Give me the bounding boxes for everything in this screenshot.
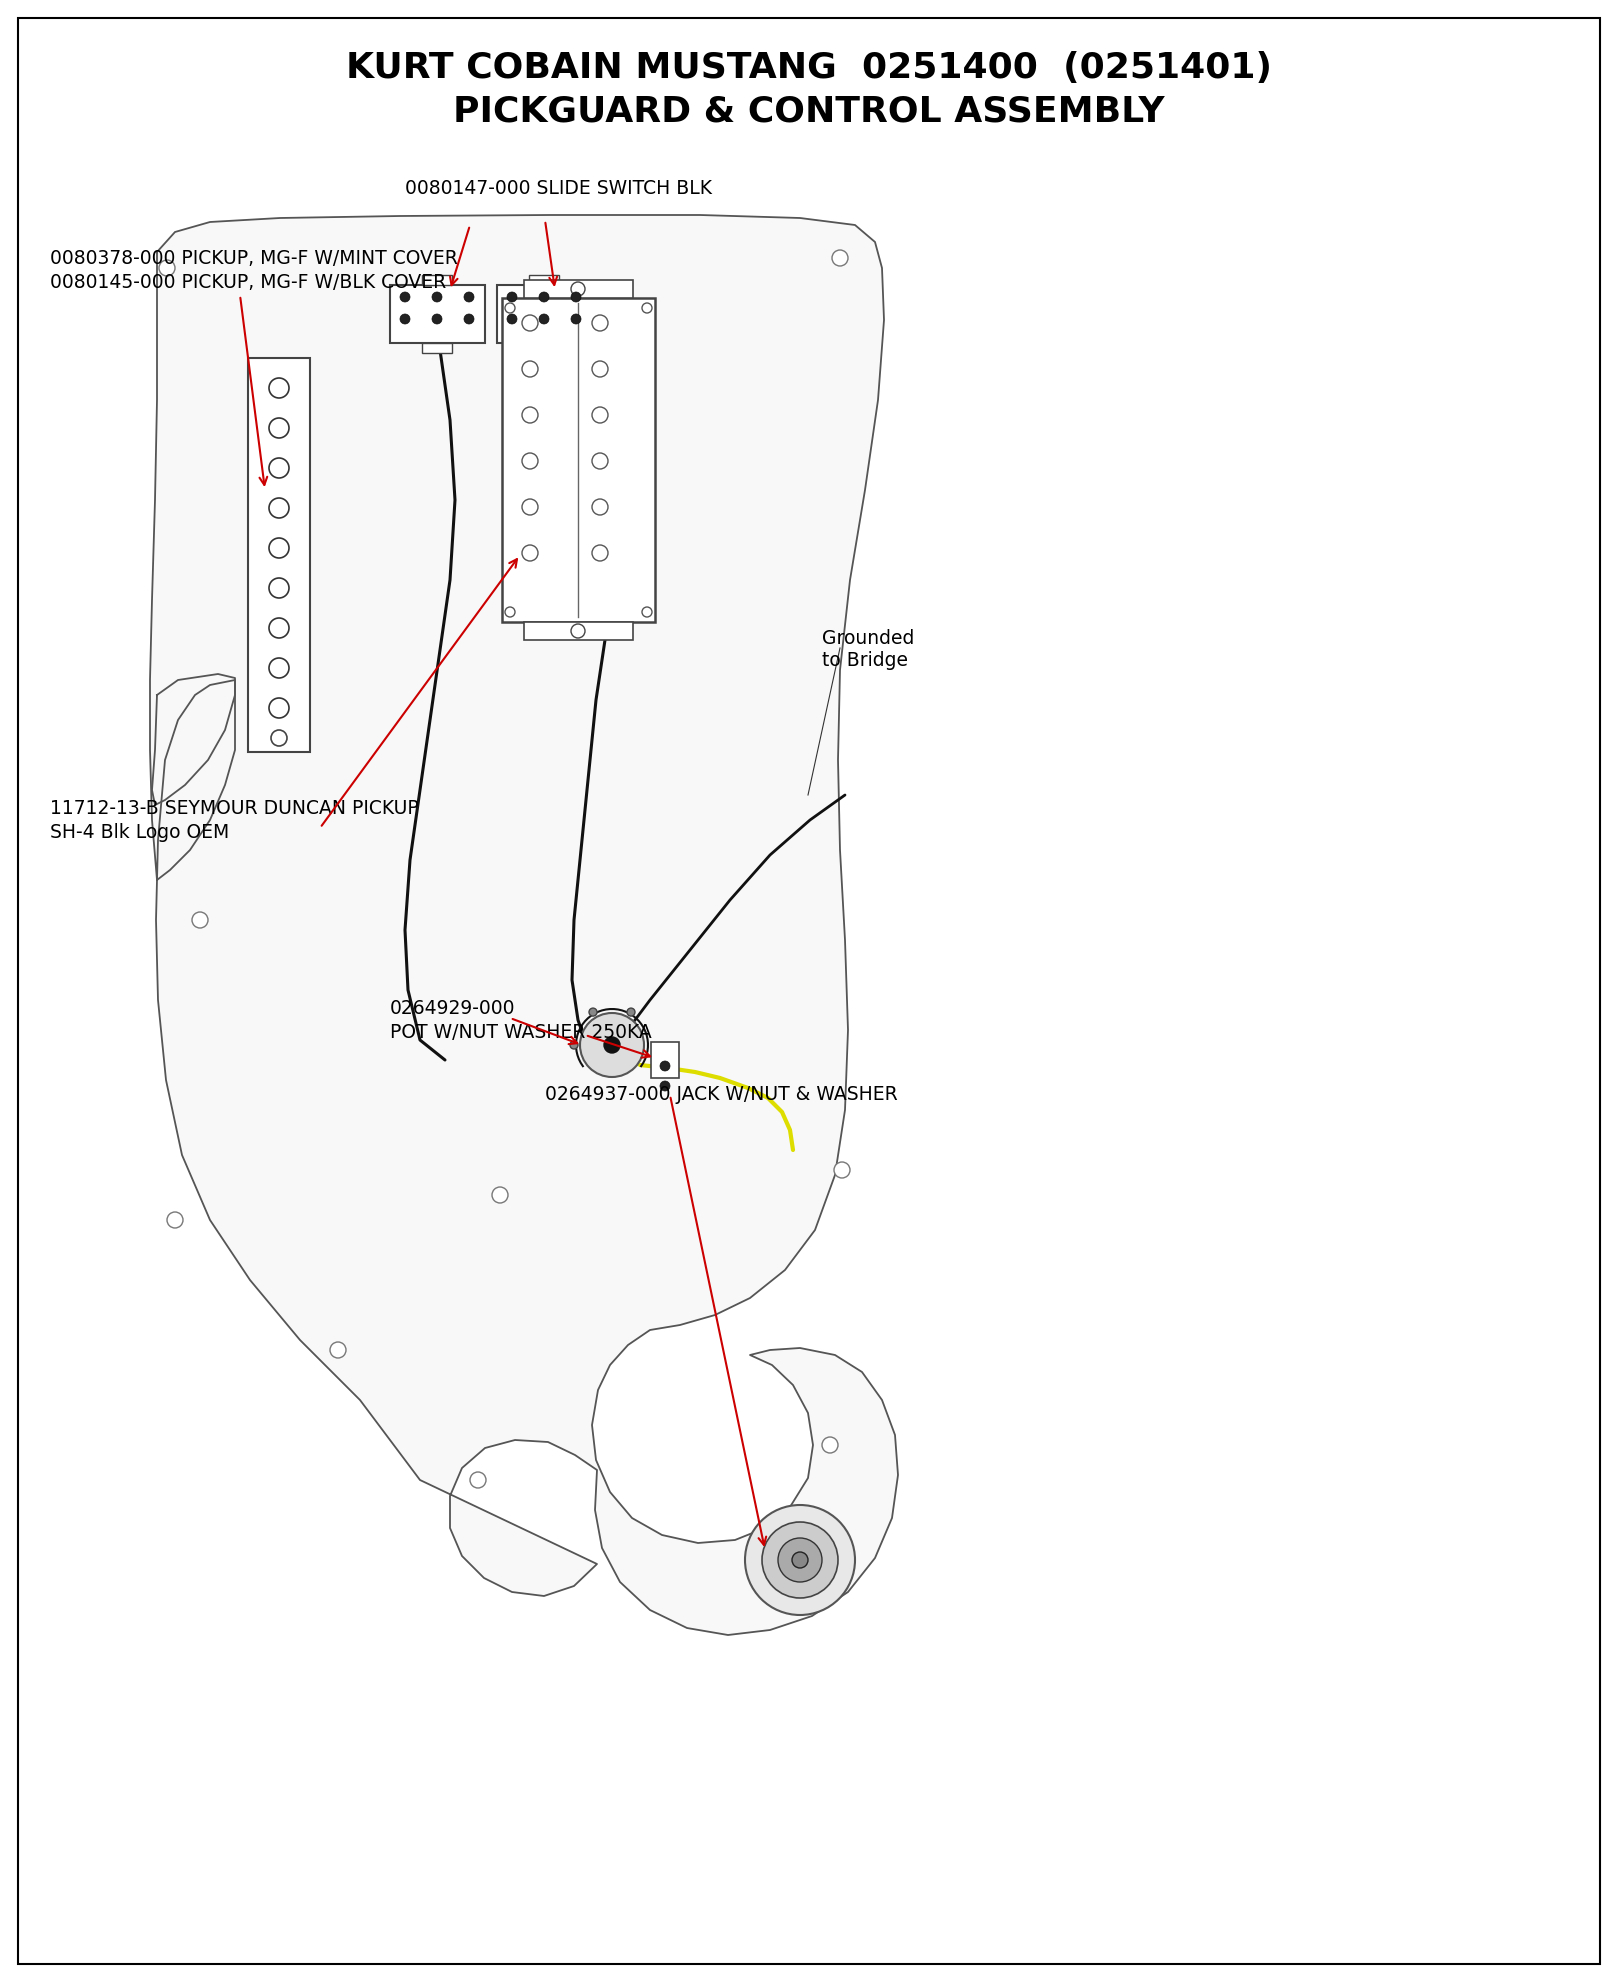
- Circle shape: [506, 313, 518, 323]
- Circle shape: [269, 379, 290, 398]
- Circle shape: [269, 497, 290, 517]
- Bar: [422, 343, 451, 353]
- Text: POT W/NUT WASHER 250KA: POT W/NUT WASHER 250KA: [390, 1023, 652, 1043]
- Text: KURT COBAIN MUSTANG  0251400  (0251401): KURT COBAIN MUSTANG 0251400 (0251401): [346, 52, 1272, 85]
- Circle shape: [571, 313, 581, 323]
- Circle shape: [464, 313, 474, 323]
- Circle shape: [269, 658, 290, 678]
- Bar: [524, 279, 633, 297]
- Circle shape: [571, 624, 586, 638]
- Circle shape: [432, 313, 442, 323]
- Text: 0080145-000 PICKUP, MG-F W/BLK COVER: 0080145-000 PICKUP, MG-F W/BLK COVER: [50, 274, 447, 293]
- Bar: [248, 359, 311, 751]
- Circle shape: [464, 291, 474, 301]
- Circle shape: [778, 1538, 822, 1582]
- Circle shape: [592, 406, 608, 422]
- Text: 0080378-000 PICKUP, MG-F W/MINT COVER: 0080378-000 PICKUP, MG-F W/MINT COVER: [50, 248, 458, 268]
- Circle shape: [592, 361, 608, 377]
- Bar: [529, 275, 558, 285]
- Circle shape: [269, 618, 290, 638]
- Text: PICKGUARD & CONTROL ASSEMBLY: PICKGUARD & CONTROL ASSEMBLY: [453, 95, 1165, 129]
- Polygon shape: [150, 214, 898, 1635]
- Circle shape: [579, 1013, 644, 1076]
- Bar: [422, 275, 451, 285]
- Circle shape: [270, 729, 286, 745]
- Circle shape: [642, 606, 652, 616]
- Bar: [650, 1043, 680, 1078]
- Circle shape: [744, 1504, 854, 1615]
- Circle shape: [604, 1037, 620, 1052]
- Circle shape: [570, 1041, 578, 1048]
- Bar: [390, 285, 485, 343]
- Circle shape: [539, 313, 549, 323]
- Circle shape: [660, 1060, 670, 1070]
- Circle shape: [832, 250, 848, 266]
- Circle shape: [159, 260, 175, 275]
- Circle shape: [400, 291, 409, 301]
- Text: 0080147-000 SLIDE SWITCH BLK: 0080147-000 SLIDE SWITCH BLK: [404, 178, 712, 198]
- Circle shape: [523, 499, 539, 515]
- Circle shape: [432, 291, 442, 301]
- Circle shape: [833, 1161, 849, 1177]
- Circle shape: [167, 1213, 183, 1229]
- Circle shape: [400, 313, 409, 323]
- Text: Grounded: Grounded: [822, 628, 914, 648]
- Circle shape: [628, 1009, 634, 1017]
- Circle shape: [571, 291, 581, 301]
- Text: 0264929-000: 0264929-000: [390, 999, 516, 1017]
- Circle shape: [660, 1080, 670, 1090]
- Text: 11712-13-B SEYMOUR DUNCAN PICKUP: 11712-13-B SEYMOUR DUNCAN PICKUP: [50, 799, 419, 817]
- Circle shape: [269, 698, 290, 717]
- Circle shape: [762, 1522, 838, 1597]
- Circle shape: [505, 303, 515, 313]
- Bar: [502, 297, 655, 622]
- Circle shape: [822, 1437, 838, 1453]
- Text: 0264937-000 JACK W/NUT & WASHER: 0264937-000 JACK W/NUT & WASHER: [545, 1086, 898, 1104]
- Circle shape: [523, 545, 539, 561]
- Bar: [497, 285, 592, 343]
- Bar: [524, 622, 633, 640]
- Circle shape: [571, 281, 586, 295]
- Circle shape: [269, 418, 290, 438]
- Circle shape: [539, 291, 549, 301]
- Circle shape: [506, 291, 518, 301]
- Circle shape: [642, 303, 652, 313]
- Text: to Bridge: to Bridge: [822, 650, 908, 670]
- Circle shape: [523, 406, 539, 422]
- Circle shape: [505, 606, 515, 616]
- Circle shape: [592, 454, 608, 470]
- Circle shape: [269, 579, 290, 599]
- Text: SH-4 Blk Logo OEM: SH-4 Blk Logo OEM: [50, 823, 230, 842]
- Circle shape: [791, 1552, 807, 1568]
- Circle shape: [330, 1342, 346, 1358]
- Circle shape: [592, 499, 608, 515]
- Circle shape: [269, 458, 290, 478]
- Circle shape: [523, 454, 539, 470]
- Circle shape: [592, 545, 608, 561]
- Circle shape: [492, 1187, 508, 1203]
- Circle shape: [269, 537, 290, 559]
- Circle shape: [592, 315, 608, 331]
- Circle shape: [523, 315, 539, 331]
- Circle shape: [193, 912, 209, 928]
- Circle shape: [469, 1473, 485, 1488]
- Circle shape: [589, 1009, 597, 1017]
- Bar: [529, 343, 558, 353]
- Circle shape: [523, 361, 539, 377]
